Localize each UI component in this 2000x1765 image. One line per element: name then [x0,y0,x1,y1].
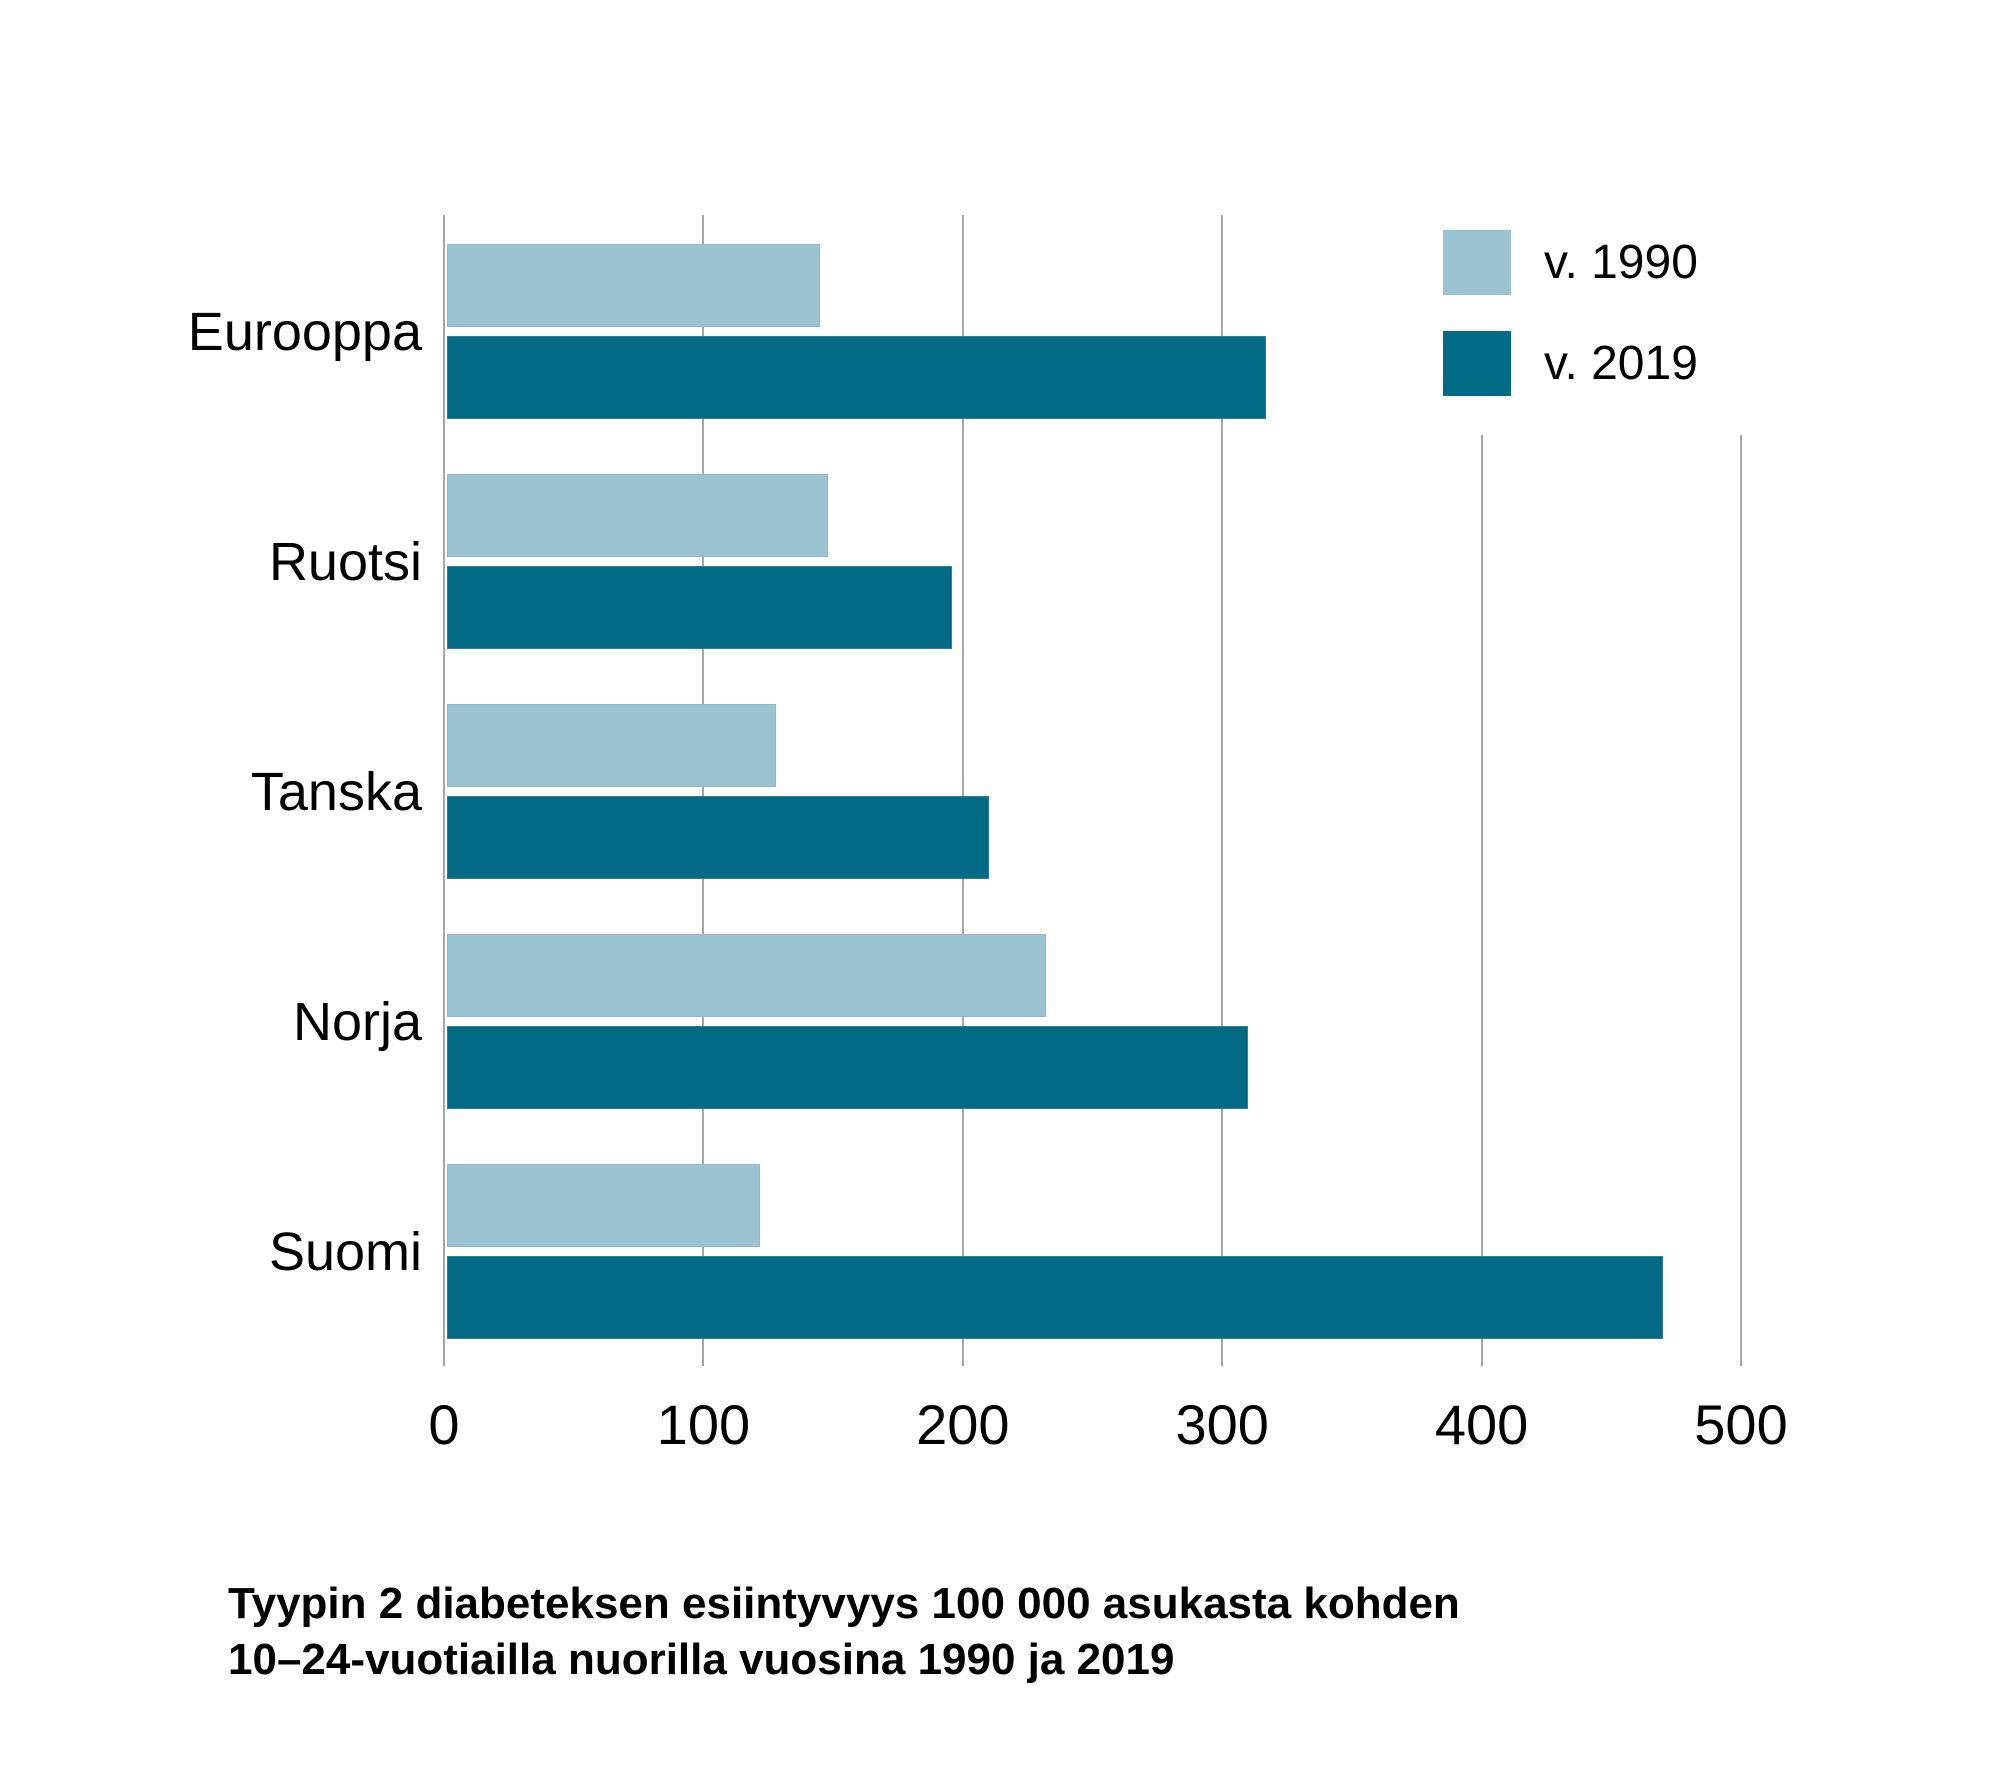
gridline-0 [443,215,445,1366]
chart-title-line-2: 10–24-vuotiailla nuorilla vuosina 1990 j… [228,1635,1175,1684]
gridline-500 [1740,215,1742,1366]
category-label-suomi: Suomi [268,1221,422,1282]
bar-tanska-1990 [447,704,777,787]
bar-suomi-2019 [447,1256,1664,1339]
bar-suomi-1990 [447,1164,761,1247]
category-label-tanska: Tanska [250,761,422,822]
legend-label-1990: v. 1990 [1544,236,1698,289]
chart-title: Tyypin 2 diabeteksen esiintyvyys 100 000… [228,1576,1460,1688]
gridline-200 [961,215,964,1366]
bar-tanska-2019 [447,796,989,879]
legend-label-2019: v. 2019 [1544,337,1698,390]
x-tick-label-200: 200 [916,1393,1010,1456]
x-tick-label-300: 300 [1175,1393,1269,1456]
legend-row-1990: v. 1990 [1443,230,1890,295]
legend-swatch-2019 [1443,331,1511,396]
legend: v. 1990 v. 2019 [1420,203,1890,435]
legend-swatch-1990 [1443,230,1511,295]
category-label-ruotsi: Ruotsi [268,531,422,592]
bar-norja-1990 [447,934,1046,1017]
bar-norja-2019 [447,1026,1249,1109]
x-tick-label-400: 400 [1434,1393,1529,1456]
x-tick-label-100: 100 [656,1393,751,1456]
category-label-eurooppa: Eurooppa [187,301,422,362]
gridline-300 [1221,215,1224,1366]
bar-eurooppa-2019 [447,336,1267,419]
bar-ruotsi-2019 [447,566,953,649]
legend-row-2019: v. 2019 [1443,331,1890,396]
gridline-100 [702,215,705,1366]
chart-title-line-1: Tyypin 2 diabeteksen esiintyvyys 100 000… [228,1579,1460,1628]
bar-eurooppa-1990 [447,244,821,327]
bar-ruotsi-1990 [447,474,828,557]
category-label-norja: Norja [292,991,422,1052]
x-tick-label-500: 500 [1694,1393,1788,1456]
x-tick-label-0: 0 [428,1393,460,1456]
gridline-400 [1480,215,1483,1366]
